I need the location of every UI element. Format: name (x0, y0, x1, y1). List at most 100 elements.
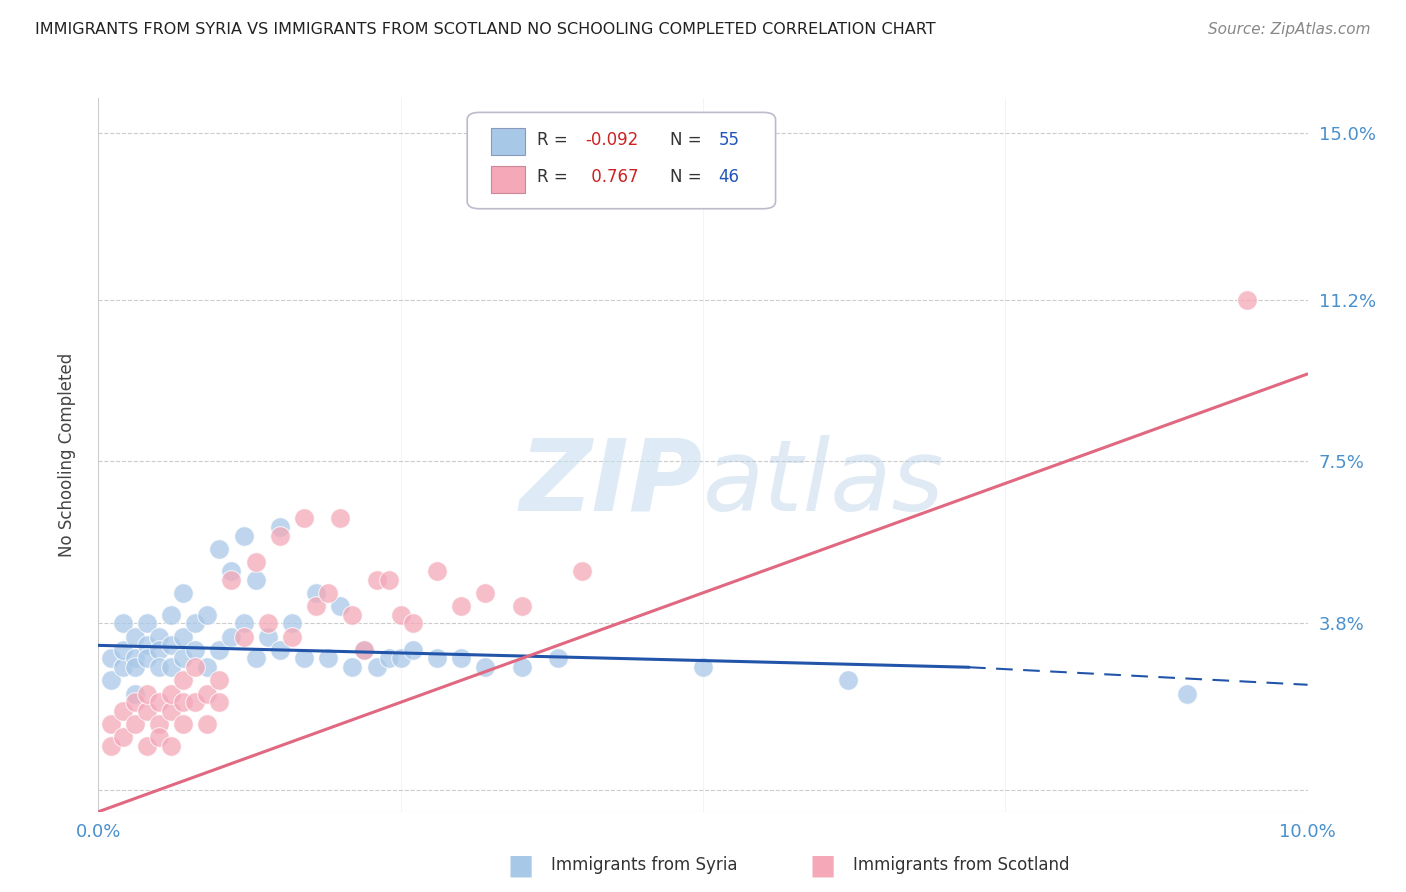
Point (342, 660, 364, 674)
Point (148, 630, 170, 644)
Point (208, 542, 231, 557)
Point (837, 673, 859, 688)
Point (292, 651, 315, 665)
Point (256, 616, 278, 631)
Point (148, 717, 170, 731)
Point (184, 642, 207, 657)
Point (245, 555, 267, 569)
Text: atlas: atlas (703, 435, 945, 532)
Point (1175, 686, 1198, 700)
Point (402, 616, 425, 631)
Point (221, 573, 243, 587)
Point (329, 599, 352, 613)
Point (135, 616, 157, 631)
Point (111, 731, 134, 745)
Point (111, 704, 134, 718)
Point (172, 673, 194, 688)
Bar (492, 128, 526, 155)
Point (377, 573, 399, 587)
Point (135, 739, 157, 753)
Point (172, 717, 194, 731)
Text: -0.092: -0.092 (586, 130, 638, 149)
Point (195, 686, 218, 700)
Point (172, 695, 194, 709)
Point (100, 717, 122, 731)
Point (281, 616, 304, 631)
Point (474, 660, 496, 674)
Point (232, 630, 254, 644)
Point (195, 660, 218, 674)
Point (316, 586, 339, 600)
Point (100, 739, 122, 753)
Point (402, 642, 425, 657)
Point (232, 616, 254, 631)
Point (172, 630, 194, 644)
Point (124, 630, 146, 644)
Point (160, 686, 183, 700)
Point (111, 642, 134, 657)
Point (510, 660, 533, 674)
Point (426, 651, 449, 665)
Point (269, 642, 291, 657)
Point (148, 642, 170, 657)
Point (389, 607, 412, 622)
Point (135, 651, 157, 665)
Point (184, 616, 207, 631)
Point (124, 660, 146, 674)
Point (245, 651, 267, 665)
Point (692, 660, 714, 674)
Point (160, 739, 183, 753)
Text: Immigrants from Scotland: Immigrants from Scotland (853, 856, 1070, 874)
Point (172, 651, 194, 665)
Point (160, 704, 183, 718)
Point (269, 529, 291, 543)
Point (353, 642, 375, 657)
Point (474, 586, 496, 600)
Point (450, 599, 472, 613)
Text: Source: ZipAtlas.com: Source: ZipAtlas.com (1208, 22, 1371, 37)
Text: 55: 55 (718, 130, 740, 149)
Point (510, 599, 533, 613)
Point (450, 651, 472, 665)
Point (329, 511, 352, 525)
Point (221, 564, 243, 578)
Bar (492, 166, 526, 193)
Point (124, 686, 146, 700)
Point (571, 564, 593, 578)
Point (256, 630, 278, 644)
Point (135, 686, 157, 700)
Point (124, 651, 146, 665)
Point (426, 564, 449, 578)
FancyBboxPatch shape (467, 112, 776, 209)
Y-axis label: No Schooling Completed: No Schooling Completed (58, 353, 76, 557)
Point (377, 651, 399, 665)
Point (1236, 293, 1258, 307)
Point (100, 651, 122, 665)
Point (148, 660, 170, 674)
Point (232, 529, 254, 543)
Point (353, 642, 375, 657)
Point (160, 660, 183, 674)
Text: ■: ■ (508, 851, 533, 880)
Point (208, 695, 231, 709)
Point (124, 695, 146, 709)
Point (148, 695, 170, 709)
Point (111, 616, 134, 631)
Point (172, 586, 194, 600)
Text: R =: R = (537, 169, 574, 186)
Point (135, 638, 157, 652)
Text: ■: ■ (810, 851, 835, 880)
Point (221, 630, 243, 644)
Text: N =: N = (671, 169, 707, 186)
Point (389, 651, 412, 665)
Point (245, 573, 267, 587)
Point (160, 638, 183, 652)
Point (305, 586, 328, 600)
Point (195, 717, 218, 731)
Point (111, 660, 134, 674)
Text: 46: 46 (718, 169, 740, 186)
Text: ZIP: ZIP (520, 435, 703, 532)
Point (366, 660, 388, 674)
Point (316, 651, 339, 665)
Point (547, 651, 569, 665)
